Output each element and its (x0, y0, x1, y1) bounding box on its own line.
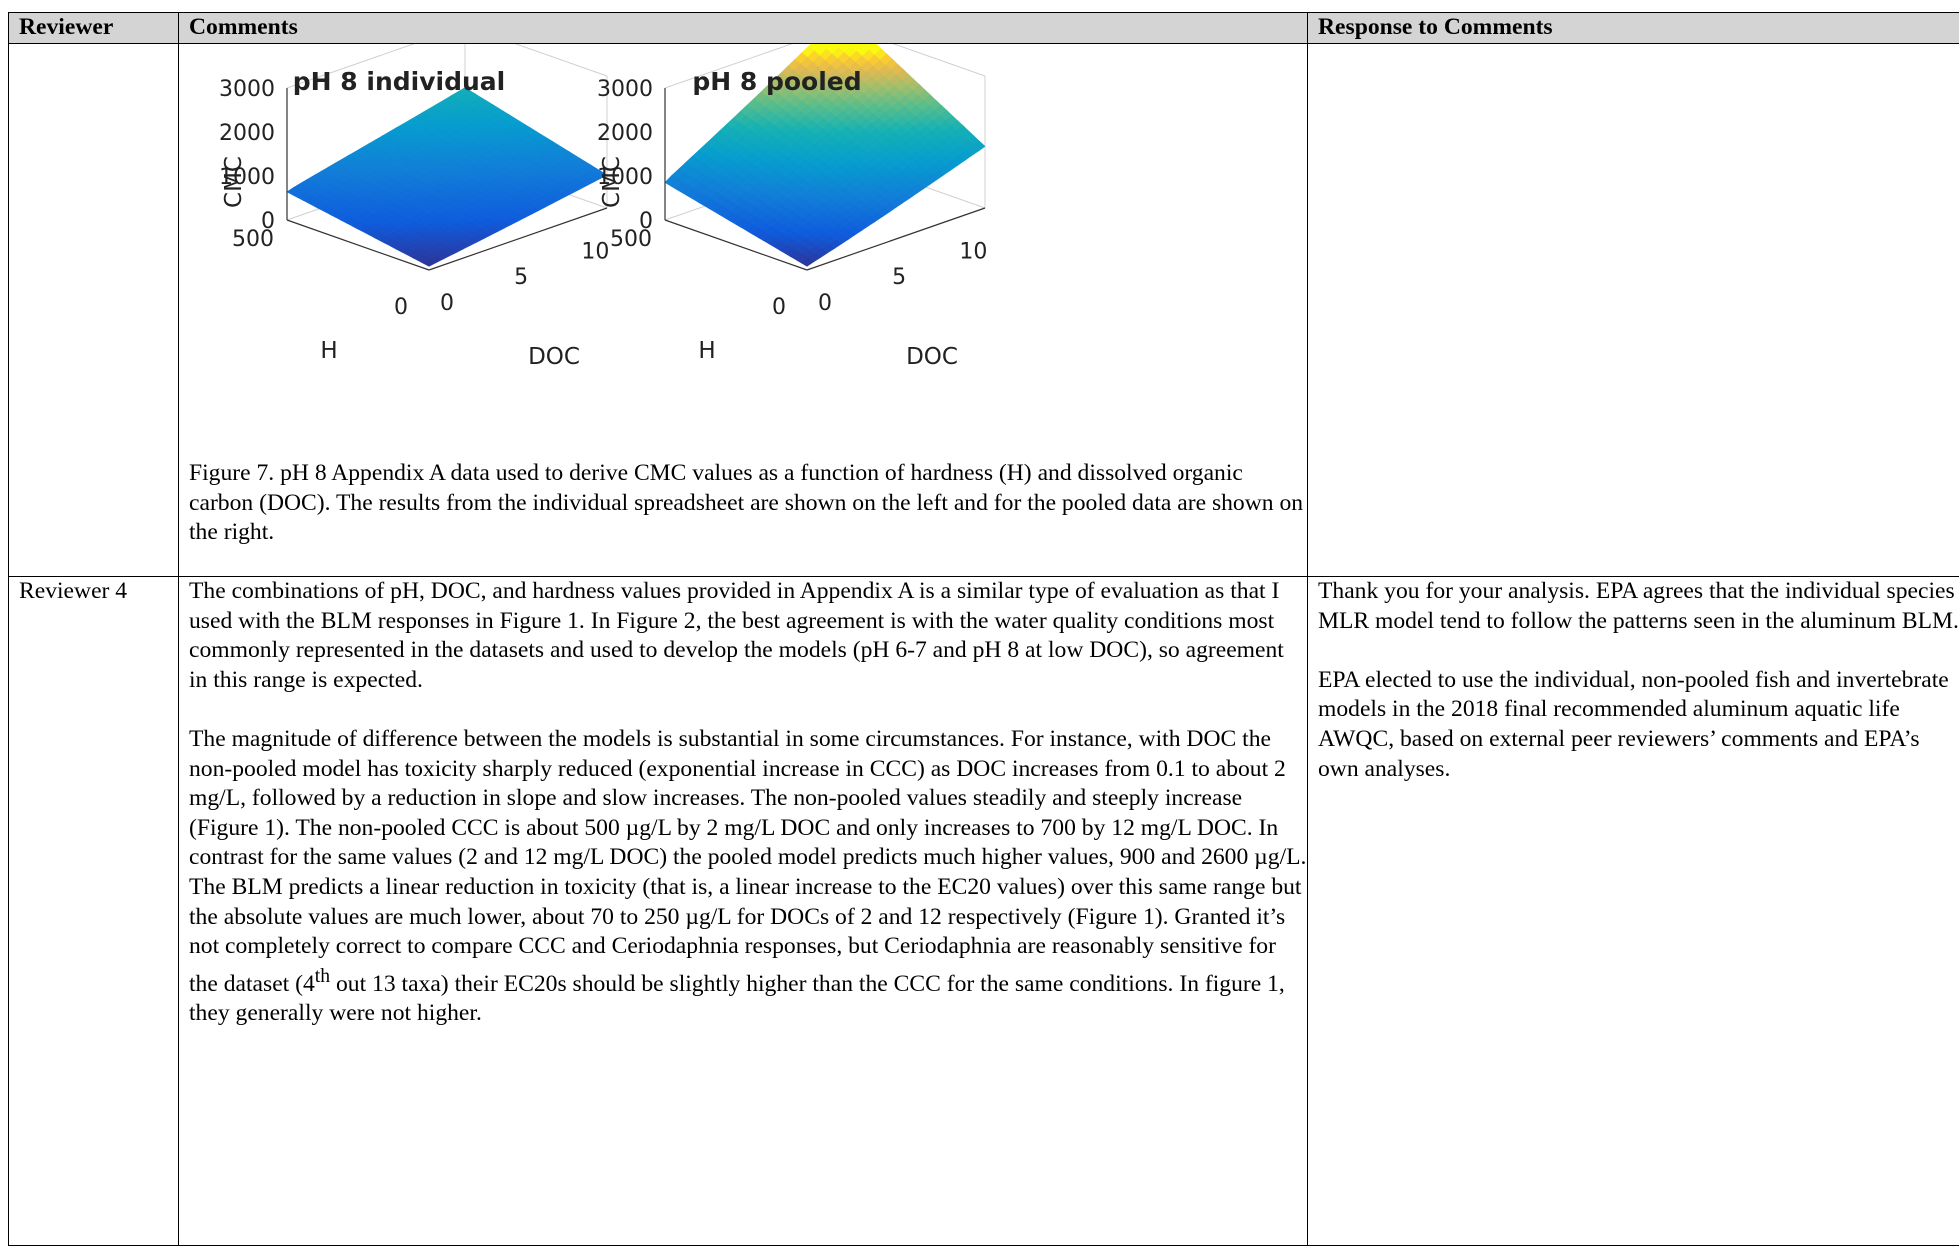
z-axis-label: CMC (221, 156, 247, 208)
z-tick-label: 2000 (219, 121, 275, 146)
h-tick-label: 0 (394, 295, 408, 320)
doc-tick-label: 10 (959, 239, 987, 264)
h-axis-label: H (320, 338, 337, 364)
response-paragraph-1: Thank you for your analysis. EPA agrees … (1318, 577, 1959, 636)
doc-tick-label: 0 (818, 291, 832, 316)
header-comments: Comments (179, 13, 1308, 44)
doc-tick-label: 0 (440, 291, 454, 316)
reviewer-4-row: Reviewer 4 The combinations of pH, DOC, … (9, 577, 1959, 1246)
doc-axis-label: DOC (906, 344, 958, 370)
z-tick-label: 3000 (597, 77, 653, 102)
header-reviewer: Reviewer (9, 13, 179, 44)
z-tick-label: 3000 (219, 77, 275, 102)
header-row: Reviewer Comments Response to Comments (9, 13, 1959, 44)
comment-p2-text-b: out 13 taxa) their EC20s should be sligh… (189, 971, 1285, 1027)
doc-tick-label: 10 (581, 239, 609, 264)
comment-p2-text-a: The magnitude of difference between the … (189, 726, 1306, 997)
reviewer-cell: Reviewer 4 (9, 577, 179, 1246)
figure-caption: Figure 7. pH 8 Appendix A data used to d… (189, 459, 1307, 548)
figure-row-reviewer-cell (9, 44, 179, 577)
z-axis-label: CMC (599, 156, 625, 208)
response-cell: Thank you for your analysis. EPA agrees … (1308, 577, 1959, 1246)
z-tick-label: 2000 (597, 121, 653, 146)
doc-tick-label: 5 (514, 265, 528, 290)
comments-table: Reviewer Comments Response to Comments p… (8, 12, 1959, 1246)
header-response: Response to Comments (1308, 13, 1959, 44)
figure-row-response-cell (1308, 44, 1959, 577)
doc-tick-label: 5 (892, 265, 906, 290)
doc-axis-label: DOC (528, 344, 580, 370)
chart-title: pH 8 individual (293, 67, 505, 96)
comment-cell: The combinations of pH, DOC, and hardnes… (179, 577, 1308, 1246)
comment-paragraph-2: The magnitude of difference between the … (189, 725, 1307, 1029)
chart-title: pH 8 pooled (692, 67, 861, 96)
h-tick-label: 500 (232, 227, 274, 252)
surface-plots: pH 8 individual0100020003000CMC0500H0510… (189, 44, 1299, 459)
comment-paragraph-1: The combinations of pH, DOC, and hardnes… (189, 577, 1307, 695)
response-paragraph-2: EPA elected to use the individual, non-p… (1318, 666, 1959, 784)
h-axis-label: H (698, 338, 715, 364)
h-tick-label: 0 (772, 295, 786, 320)
comment-p2-superscript: th (315, 965, 330, 987)
h-tick-label: 500 (610, 227, 652, 252)
